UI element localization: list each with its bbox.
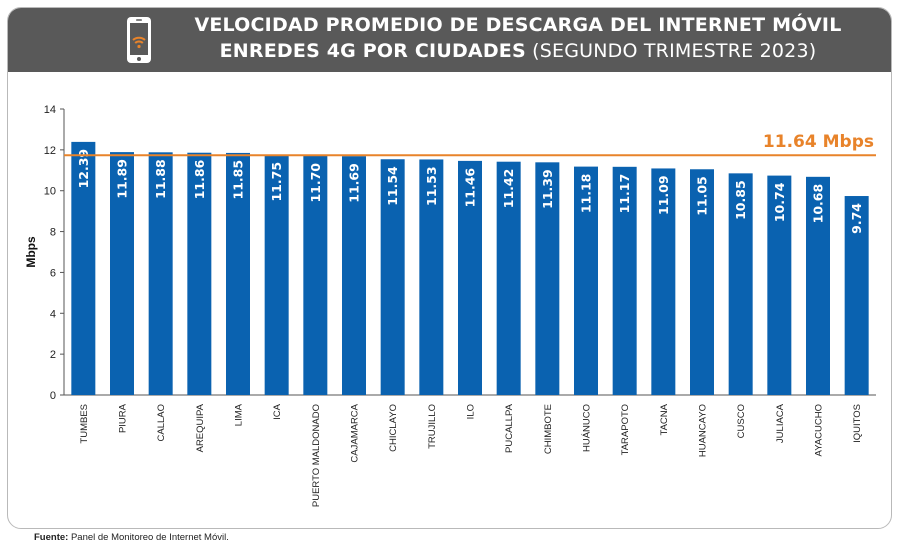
y-tick-label: 2 (50, 349, 56, 361)
bar-value-label: 11.39 (540, 169, 555, 209)
x-category-label: TARAPOTO (620, 404, 631, 455)
y-tick-label: 6 (50, 267, 56, 279)
bar (110, 152, 134, 395)
average-line-label: 11.64 Mbps (763, 132, 874, 152)
bar-value-label: 11.85 (231, 160, 246, 200)
x-category-label: JULIACA (775, 403, 786, 443)
x-category-label: ILO (466, 404, 477, 419)
bar-value-label: 11.46 (463, 168, 478, 208)
smartphone-wifi-icon (127, 17, 151, 63)
x-category-label: CHICLAYO (388, 404, 399, 452)
bar-value-label: 10.74 (772, 182, 787, 222)
bar (419, 159, 444, 395)
bar (690, 169, 714, 395)
bar-value-label: 11.75 (269, 162, 284, 202)
y-tick-label: 8 (50, 227, 56, 239)
bar (844, 196, 869, 395)
x-category-label: CALLAO (156, 404, 167, 442)
chart-title-line2-light: (SEGUNDO TRIMESTRE 2023) (525, 40, 817, 62)
source-text: Panel de Monitoreo de Internet Móvil. (68, 532, 229, 543)
x-category-label: AREQUIPA (195, 403, 206, 452)
x-category-label: CUSCO (736, 404, 747, 438)
bar (187, 152, 212, 395)
bar-value-label: 11.18 (579, 174, 594, 214)
chart-title-line2: ENREDES 4G POR CIUDADES (SEGUNDO TRIMEST… (168, 38, 868, 64)
x-category-label: TUMBES (79, 404, 90, 444)
bar (651, 168, 676, 395)
source-note: Fuente: Panel de Monitoreo de Internet M… (34, 532, 229, 543)
bar-value-label: 11.42 (501, 169, 516, 209)
bar (303, 155, 328, 395)
x-category-label: PUCALLPA (504, 403, 515, 453)
bar (380, 159, 405, 395)
bar-value-label: 10.68 (811, 184, 826, 224)
x-category-label: ICA (272, 403, 283, 420)
bar (806, 176, 830, 395)
bar-value-label: 11.69 (347, 163, 362, 203)
bar (148, 152, 173, 395)
x-category-label: CHIMBOTE (543, 404, 554, 454)
x-category-label: TRUJILLO (427, 404, 438, 449)
x-category-label: HUÁNUCO (582, 404, 593, 452)
y-tick-label: 4 (50, 308, 56, 320)
bar (226, 152, 250, 395)
x-category-label: LIMA (234, 403, 245, 426)
bar-value-label: 9.74 (849, 203, 864, 234)
bar-value-label: 11.17 (617, 174, 632, 214)
bar-value-label: 12.39 (76, 149, 91, 189)
bar-value-label: 11.53 (424, 166, 439, 206)
x-category-label: HUANCAYO (698, 404, 709, 457)
bar (535, 162, 560, 395)
bar-value-label: 11.88 (153, 159, 168, 199)
x-category-label: TACNA (659, 403, 670, 435)
x-category-label: AYACUCHO (814, 404, 825, 456)
bar (612, 166, 637, 395)
bar-value-label: 11.09 (656, 175, 671, 215)
bar (574, 166, 598, 395)
y-tick-label: 10 (44, 186, 56, 198)
x-category-label: PUERTO MALDONADO (311, 404, 322, 507)
bar (728, 173, 753, 395)
y-tick-label: 14 (44, 104, 56, 116)
bar-value-label: 11.70 (308, 163, 323, 203)
title-banner: VELOCIDAD PROMEDIO DE DESCARGA DEL INTER… (8, 8, 891, 72)
x-category-label: PIURA (118, 403, 129, 433)
bar-value-label: 11.89 (115, 159, 130, 199)
chart-title-line2-bold: ENREDES 4G POR CIUDADES (219, 40, 526, 62)
bar-value-label: 11.54 (385, 166, 400, 206)
bar-value-label: 11.86 (192, 159, 207, 199)
source-label: Fuente: (34, 532, 69, 543)
y-tick-label: 12 (44, 145, 56, 157)
bar (458, 160, 482, 395)
bar (264, 154, 289, 395)
chart-title-line1: VELOCIDAD PROMEDIO DE DESCARGA DEL INTER… (194, 14, 842, 36)
bar (342, 156, 366, 395)
bar (767, 175, 792, 395)
y-tick-label: 0 (50, 390, 56, 402)
chart-title: VELOCIDAD PROMEDIO DE DESCARGA DEL INTER… (168, 12, 868, 64)
bar-value-label: 10.85 (733, 180, 748, 220)
bar (496, 161, 521, 395)
bar-value-label: 11.05 (695, 176, 710, 216)
y-axis-label: Mbps (24, 236, 38, 268)
x-category-label: CAJAMARCA (350, 403, 361, 462)
bar (71, 141, 96, 395)
x-category-label: IQUITOS (852, 404, 863, 443)
